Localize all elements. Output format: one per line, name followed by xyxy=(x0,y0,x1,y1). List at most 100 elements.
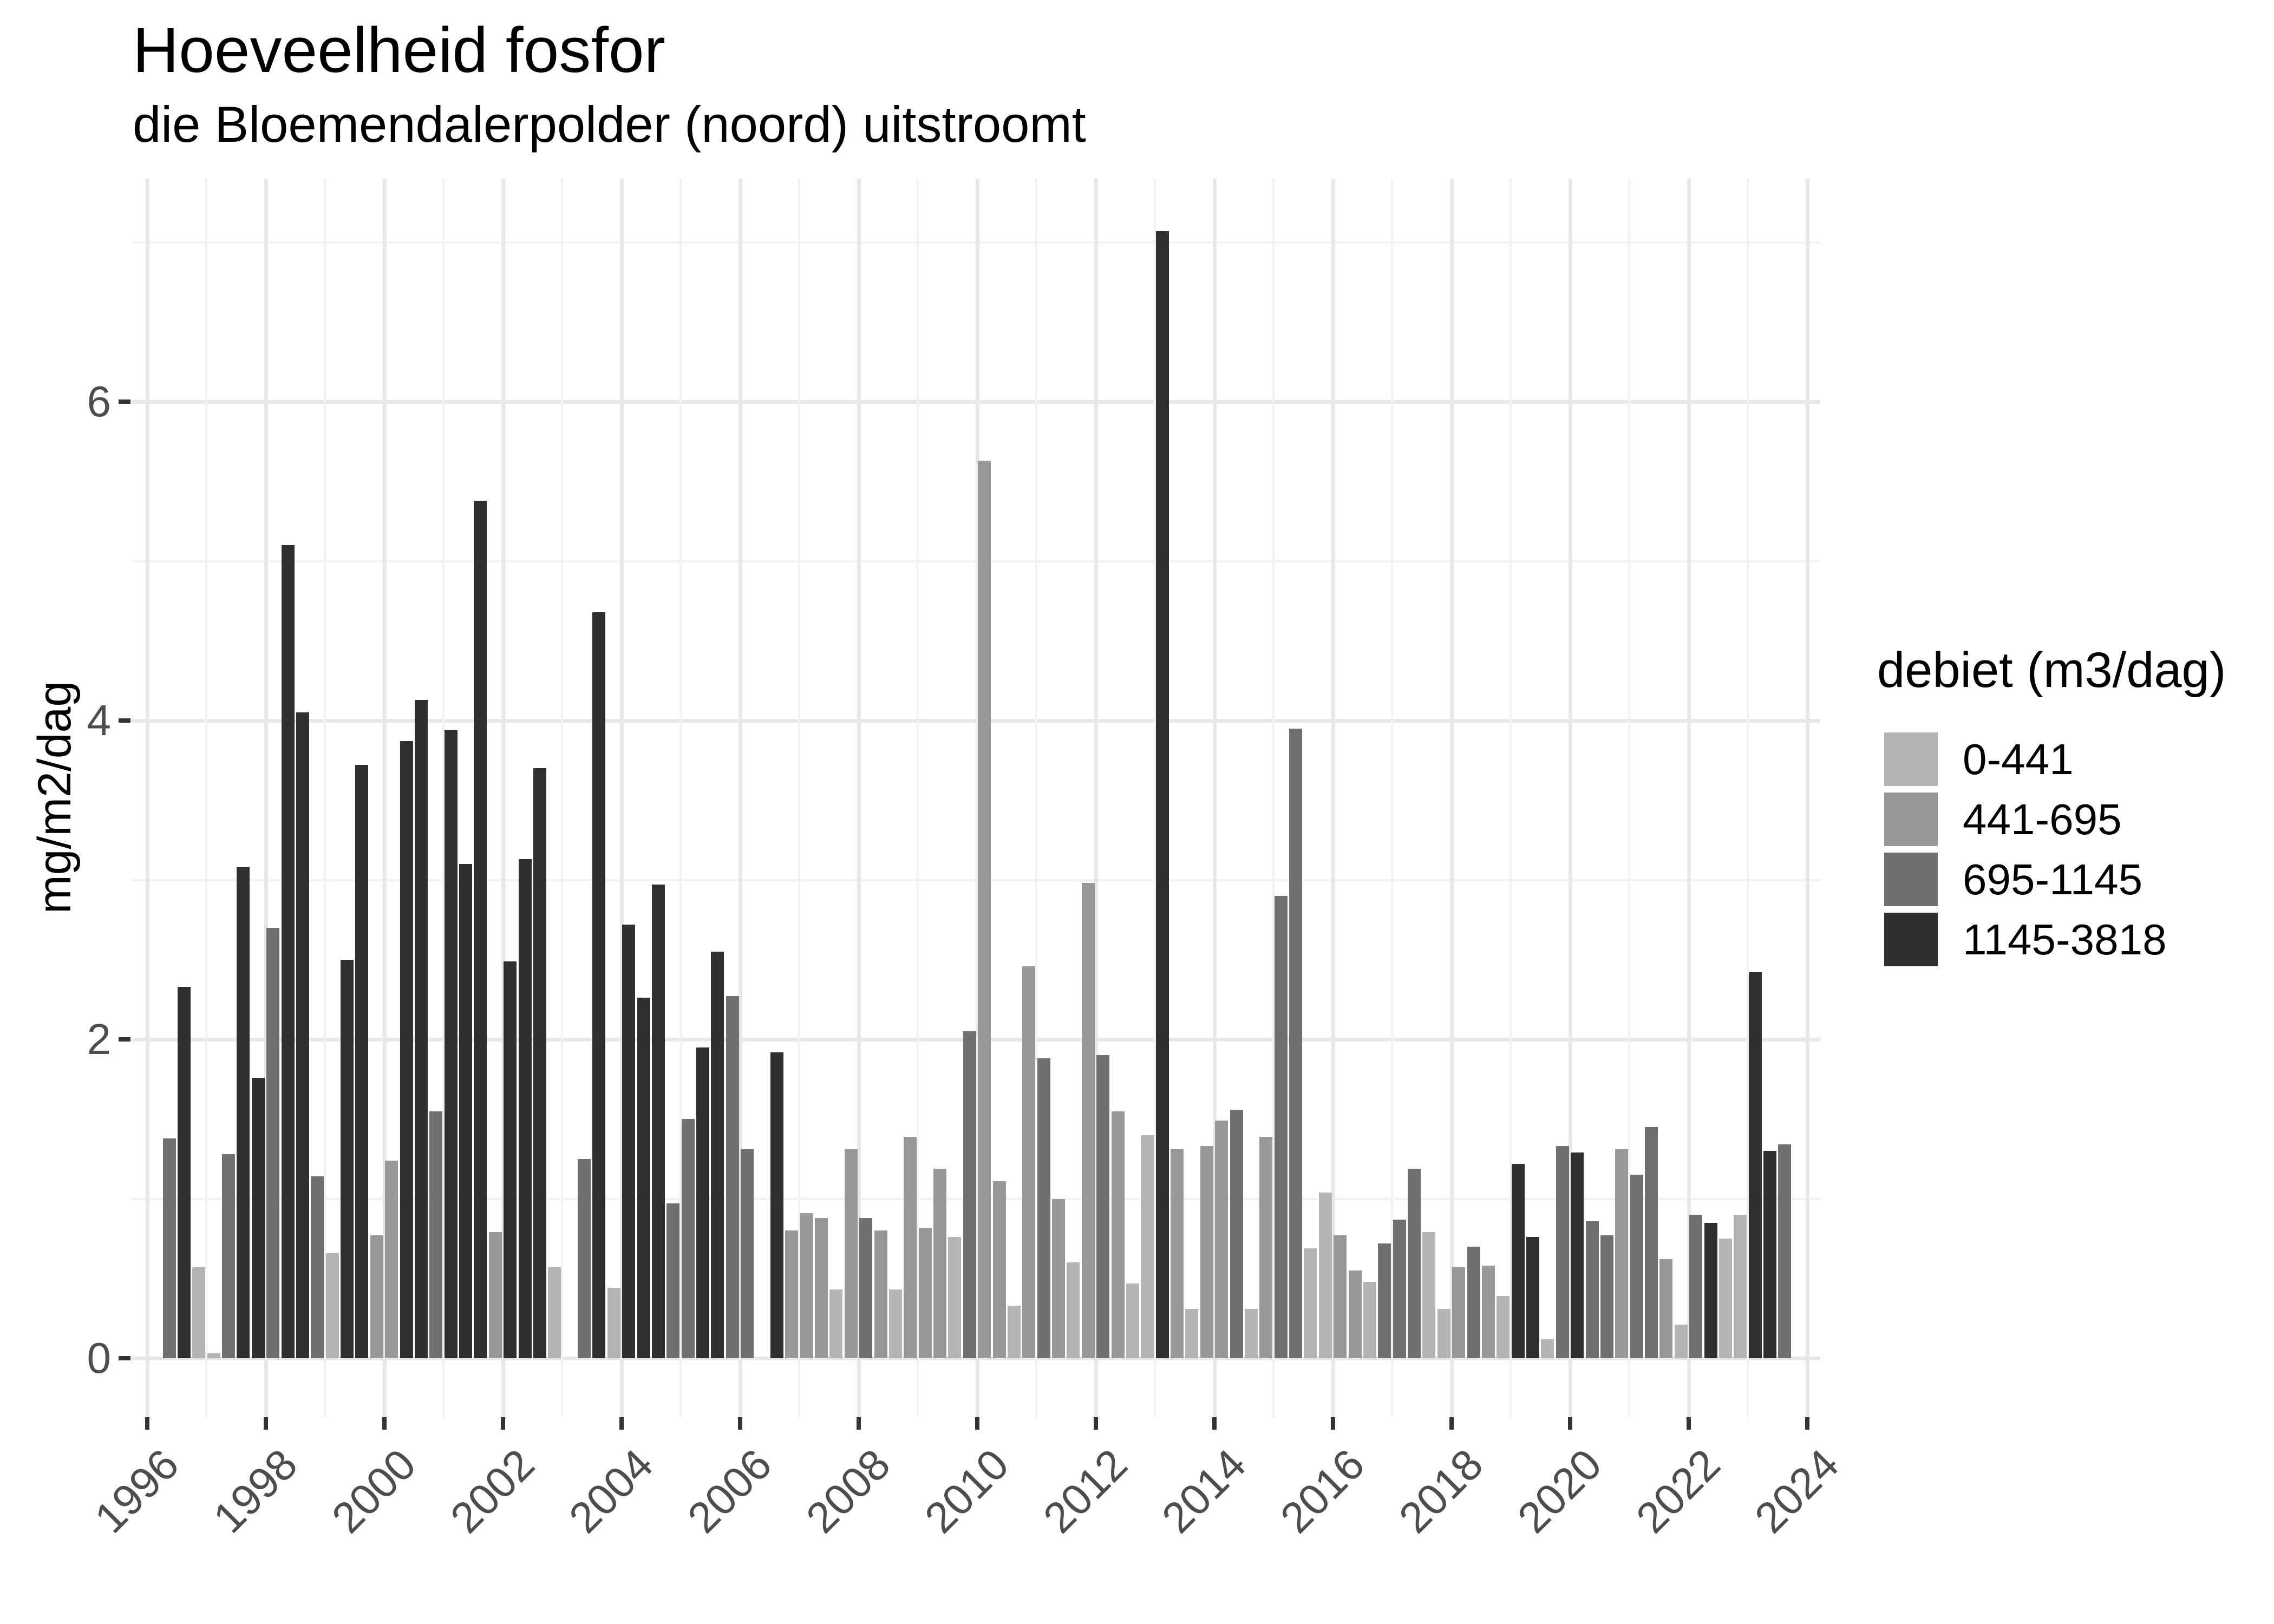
gridline-x-minor xyxy=(1510,179,1512,1417)
gridline-x-major xyxy=(1568,179,1572,1417)
bar-2014-q2 xyxy=(1230,1109,1243,1358)
bar-2017-q2 xyxy=(1408,1168,1421,1358)
bar-2001-q4 xyxy=(488,1232,502,1358)
bar-2014-q4 xyxy=(1259,1136,1273,1358)
bar-1998-q4 xyxy=(311,1176,324,1358)
y-tick-mark xyxy=(119,400,130,404)
bar-2003-q2 xyxy=(578,1158,591,1358)
y-tick-mark xyxy=(119,1356,130,1360)
bar-2013-q4 xyxy=(1200,1146,1213,1358)
x-tick-label: 2000 xyxy=(322,1439,425,1542)
bar-2016-q4 xyxy=(1378,1243,1391,1358)
y-tick-label: 6 xyxy=(87,377,112,425)
bar-2019-q1 xyxy=(1511,1163,1525,1358)
bar-2017-q4 xyxy=(1437,1308,1450,1358)
bar-2021-q1 xyxy=(1630,1175,1643,1358)
bar-2022-q3 xyxy=(1718,1239,1732,1358)
bar-2007-q3 xyxy=(829,1289,843,1358)
gridline-x-minor xyxy=(205,179,207,1417)
bar-1996-q2 xyxy=(162,1138,176,1358)
bar-2001-q2 xyxy=(459,864,473,1358)
bar-2016-q1 xyxy=(1334,1235,1347,1358)
bar-2000-q1 xyxy=(385,1160,398,1358)
bar-1998-q2 xyxy=(281,545,295,1358)
bar-2005-q1 xyxy=(681,1119,695,1358)
x-tick-mark xyxy=(1449,1417,1454,1430)
legend-item-label: 0-441 xyxy=(1963,735,2074,783)
bar-1999-q1 xyxy=(325,1253,339,1358)
bar-2009-q4 xyxy=(963,1031,976,1358)
x-tick-label: 2004 xyxy=(559,1439,662,1542)
x-tick-mark xyxy=(1686,1417,1691,1430)
x-tick-mark xyxy=(975,1417,979,1430)
gridline-x-minor xyxy=(1035,179,1037,1417)
legend-item-label: 441-695 xyxy=(1963,795,2122,843)
bar-2011-q3 xyxy=(1067,1262,1080,1358)
gridline-x-major xyxy=(264,179,268,1417)
bar-2002-q1 xyxy=(504,961,517,1358)
bar-1996-q4 xyxy=(192,1267,206,1358)
x-tick-label: 2018 xyxy=(1389,1439,1492,1542)
bar-2018-q1 xyxy=(1452,1267,1466,1358)
legend: debiet (m3/dag) 0-441 441-695 695-1145 1145… xyxy=(1877,642,2226,973)
x-tick-mark xyxy=(1567,1417,1572,1430)
x-tick-label: 2024 xyxy=(1745,1439,1848,1542)
y-tick-mark xyxy=(119,1037,130,1042)
gridline-x-minor xyxy=(917,179,919,1417)
legend-title: debiet (m3/dag) xyxy=(1877,643,2226,698)
legend-item: 1145-3818 xyxy=(1877,913,2226,966)
bar-2000-q3 xyxy=(414,699,428,1358)
bar-2004-q1 xyxy=(622,924,636,1358)
bar-2007-q4 xyxy=(844,1149,858,1358)
bar-2015-q4 xyxy=(1318,1192,1332,1358)
bar-2003-q4 xyxy=(607,1288,620,1358)
bar-2022-q1 xyxy=(1689,1214,1703,1358)
bar-2015-q2 xyxy=(1289,728,1303,1358)
bar-2023-q3 xyxy=(1778,1144,1792,1358)
bar-2020-q1 xyxy=(1571,1152,1584,1358)
legend-item: 441-695 xyxy=(1877,793,2226,846)
bar-2017-q3 xyxy=(1422,1232,1436,1358)
gridline-x-minor xyxy=(1272,179,1275,1417)
legend-swatch xyxy=(1884,913,1938,966)
x-tick-mark xyxy=(263,1417,268,1430)
gridline-x-major xyxy=(145,179,149,1417)
bar-2012-q2 xyxy=(1111,1111,1125,1358)
bar-2019-q3 xyxy=(1541,1339,1554,1358)
bar-1997-q1 xyxy=(207,1353,220,1358)
chart-panel xyxy=(132,179,1820,1417)
bar-2013-q2 xyxy=(1171,1149,1184,1358)
gridline-x-minor xyxy=(442,179,445,1417)
x-tick-label: 2006 xyxy=(678,1439,781,1542)
bar-2002-q3 xyxy=(533,768,546,1358)
bar-2008-q2 xyxy=(874,1230,887,1358)
bar-2011-q1 xyxy=(1037,1058,1050,1358)
gridline-x-major xyxy=(1687,179,1691,1417)
x-tick-label: 2010 xyxy=(915,1439,1018,1542)
bar-1997-q4 xyxy=(251,1077,265,1358)
gridline-x-major xyxy=(1212,179,1217,1417)
bar-2023-q2 xyxy=(1763,1151,1777,1358)
x-tick-label: 1998 xyxy=(204,1439,306,1542)
x-tick-mark xyxy=(1212,1417,1217,1430)
legend-swatch xyxy=(1884,853,1938,906)
legend-swatch xyxy=(1884,732,1938,786)
x-tick-mark xyxy=(856,1417,861,1430)
bar-2009-q2 xyxy=(933,1168,947,1358)
bar-2012-q4 xyxy=(1141,1135,1154,1358)
bar-1998-q1 xyxy=(266,927,280,1358)
gridline-x-minor xyxy=(1154,179,1156,1417)
bar-2021-q4 xyxy=(1674,1325,1688,1358)
bar-2006-q4 xyxy=(785,1230,799,1358)
bar-2002-q2 xyxy=(518,859,532,1358)
gridline-x-major xyxy=(1331,179,1335,1417)
bar-2007-q2 xyxy=(815,1217,828,1358)
x-tick-label: 2016 xyxy=(1271,1439,1374,1542)
x-tick-mark xyxy=(1330,1417,1335,1430)
bar-2007-q1 xyxy=(800,1213,813,1358)
gridline-x-minor xyxy=(1628,179,1630,1417)
bar-2010-q3 xyxy=(1007,1305,1021,1358)
bar-2002-q4 xyxy=(548,1267,561,1358)
page-subtitle: die Bloemendalerpolder (noord) uitstroom… xyxy=(133,96,1086,153)
y-tick-label: 2 xyxy=(87,1015,112,1063)
